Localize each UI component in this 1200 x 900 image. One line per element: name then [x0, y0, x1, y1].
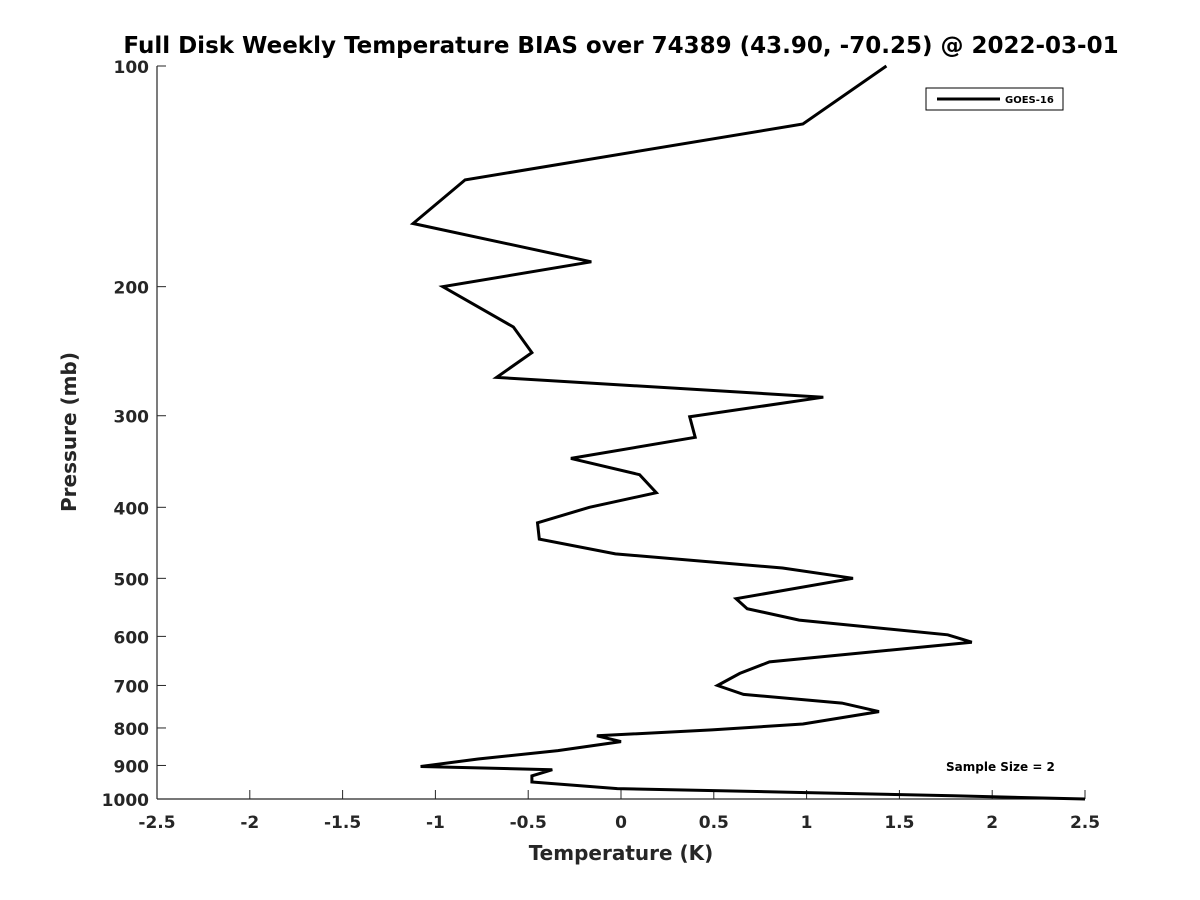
x-tick-label: 2 [986, 813, 998, 833]
x-tick-label: 1.5 [884, 813, 914, 833]
legend-label: GOES-16 [1005, 95, 1054, 106]
y-tick-label: 700 [114, 677, 150, 697]
y-tick-label: 500 [114, 570, 150, 590]
x-tick-label: 1 [801, 813, 813, 833]
series-line-goes16 [409, 64, 1086, 801]
x-tick-label: -1 [426, 813, 445, 833]
y-tick-label: 100 [114, 58, 150, 78]
y-tick-label: 800 [114, 720, 150, 740]
y-tick-label: 200 [114, 279, 150, 299]
y-tick-label: 300 [114, 408, 150, 428]
x-ticks: -2.5 -2 -1.5 -1 -0.5 0 0.5 1 1.5 2 2.5 [138, 790, 1100, 833]
x-tick-label: -2.5 [138, 813, 175, 833]
y-tick-label: 400 [114, 499, 150, 519]
y-tick-label: 900 [114, 757, 150, 777]
y-ticks: 100 200 300 400 500 600 700 800 900 1000 [102, 58, 166, 811]
legend: GOES-16 [925, 87, 1064, 111]
x-tick-label: 2.5 [1070, 813, 1100, 833]
y-tick-label: 600 [114, 628, 150, 648]
x-tick-label: 0 [615, 813, 627, 833]
sample-size-annotation: Sample Size = 2 [946, 760, 1055, 774]
x-axis-label: Temperature (K) [529, 841, 714, 865]
x-tick-label: -2 [240, 813, 259, 833]
y-tick-label: 1000 [102, 791, 149, 811]
chart-title: Full Disk Weekly Temperature BIAS over 7… [123, 33, 1118, 59]
x-tick-label: -1.5 [324, 813, 361, 833]
x-tick-label: 0.5 [699, 813, 729, 833]
y-axis-label: Pressure (mb) [57, 352, 81, 512]
x-tick-label: -0.5 [510, 813, 547, 833]
